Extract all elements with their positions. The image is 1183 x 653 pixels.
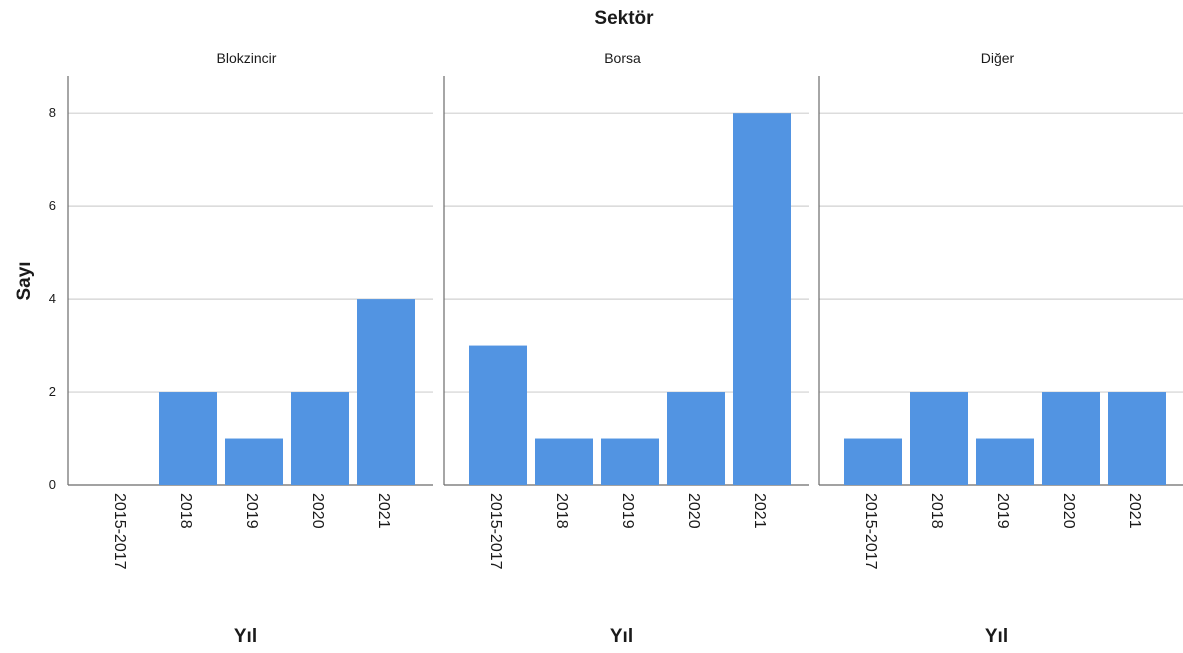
panel-3: Diğer 2015-2017 2018 2019 2020 2021 Yıl — [818, 50, 1183, 647]
x-axis-label: Yıl — [985, 626, 1008, 647]
x-tick-label: 2020 — [309, 493, 326, 529]
x-tick-label: 2021 — [751, 493, 768, 529]
panel-title: Borsa — [604, 50, 641, 66]
bar-2021-Diğer — [1108, 392, 1166, 485]
bar-2015-2017-Diğer — [844, 438, 902, 485]
x-axis-label: Yıl — [610, 626, 633, 647]
y-axis-label: Sayı — [14, 261, 35, 300]
x-tick-label: 2015-2017 — [862, 493, 879, 570]
panel-1: Blokzincir 0 2 4 6 8 2015-2017 2018 2019 2020 2021… — [49, 50, 433, 647]
bar-2020-Diğer — [1042, 392, 1100, 485]
x-tick-label: 2021 — [1126, 493, 1143, 529]
bar-2021-Borsa — [733, 113, 791, 485]
x-tick-label: 2018 — [177, 493, 194, 529]
bar-2018-Borsa — [535, 438, 593, 485]
y-tick-label: 8 — [49, 105, 56, 120]
chart-title: Sektör — [594, 8, 654, 29]
bar-2019-Blokzincir — [225, 438, 283, 485]
x-tick-label: 2020 — [1060, 493, 1077, 529]
x-tick-label: 2018 — [928, 493, 945, 529]
panel-title: Blokzincir — [217, 50, 277, 66]
panel-title: Diğer — [981, 50, 1015, 66]
panel-2: Borsa 2015-2017 2018 2019 2020 2021 Yıl — [443, 50, 809, 647]
x-tick-label: 2019 — [619, 493, 636, 529]
bar-2019-Borsa — [601, 438, 659, 485]
x-tick-label: 2019 — [243, 493, 260, 529]
x-tick-label: 2015-2017 — [487, 493, 504, 570]
x-tick-label: 2021 — [375, 493, 392, 529]
y-tick-label: 6 — [49, 198, 56, 213]
x-tick-label: 2018 — [553, 493, 570, 529]
bar-2018-Blokzincir — [159, 392, 217, 485]
x-tick-label: 2020 — [685, 493, 702, 529]
bar-2020-Blokzincir — [291, 392, 349, 485]
bar-2020-Borsa — [667, 392, 725, 485]
bar-2019-Diğer — [976, 438, 1034, 485]
x-tick-label: 2015-2017 — [111, 493, 128, 570]
bar-2021-Blokzincir — [357, 299, 415, 485]
y-tick-label: 4 — [49, 291, 56, 306]
x-tick-label: 2019 — [994, 493, 1011, 529]
bar-2015-2017-Borsa — [469, 345, 527, 485]
x-axis-label: Yıl — [234, 626, 257, 647]
bar-2018-Diğer — [910, 392, 968, 485]
panels-layer: Blokzincir 0 2 4 6 8 2015-2017 2018 2019 2020 2021… — [49, 50, 1183, 647]
y-tick-label: 2 — [49, 384, 56, 399]
y-tick-label: 0 — [49, 477, 56, 492]
